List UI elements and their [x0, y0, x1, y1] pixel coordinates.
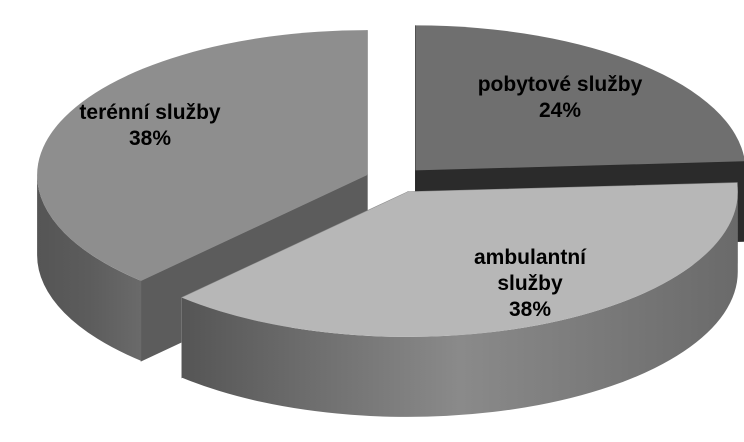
slice-side	[181, 191, 738, 417]
value-label: 38%	[508, 298, 552, 321]
slice	[415, 25, 744, 171]
slice	[37, 30, 368, 281]
category-label: terénní služby	[79, 101, 221, 124]
data-label: ambulantní služby 38%	[465, 245, 595, 323]
data-label: terénní služby 38%	[40, 100, 260, 152]
slice-side	[37, 175, 142, 361]
data-label: pobytové služby 24%	[450, 72, 670, 124]
value-label: 38%	[128, 127, 172, 150]
slice	[181, 182, 738, 337]
category-label: pobytové služby	[477, 73, 643, 96]
value-label: 24%	[538, 99, 582, 122]
category-label: ambulantní služby	[473, 246, 586, 295]
